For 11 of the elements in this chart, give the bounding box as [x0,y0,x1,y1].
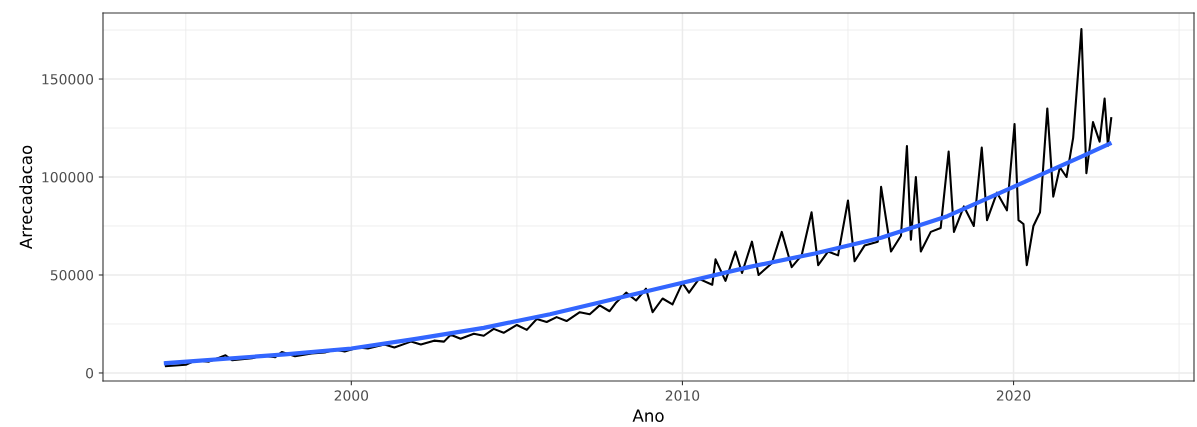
y-axis-title: Arrecadacao [19,145,33,250]
x-tick-label: 2010 [665,390,700,401]
x-tick-label: 2000 [334,390,369,401]
x-axis-title: Ano [632,409,664,422]
x-tick-label: 2020 [996,390,1031,401]
line-series [164,28,1113,368]
line-series [163,141,1112,366]
y-tick-label: 100000 [42,171,94,183]
y-tick-label: 150000 [42,74,94,85]
y-tick-label: 50000 [50,269,94,281]
y-tick-label: 0 [86,367,94,379]
